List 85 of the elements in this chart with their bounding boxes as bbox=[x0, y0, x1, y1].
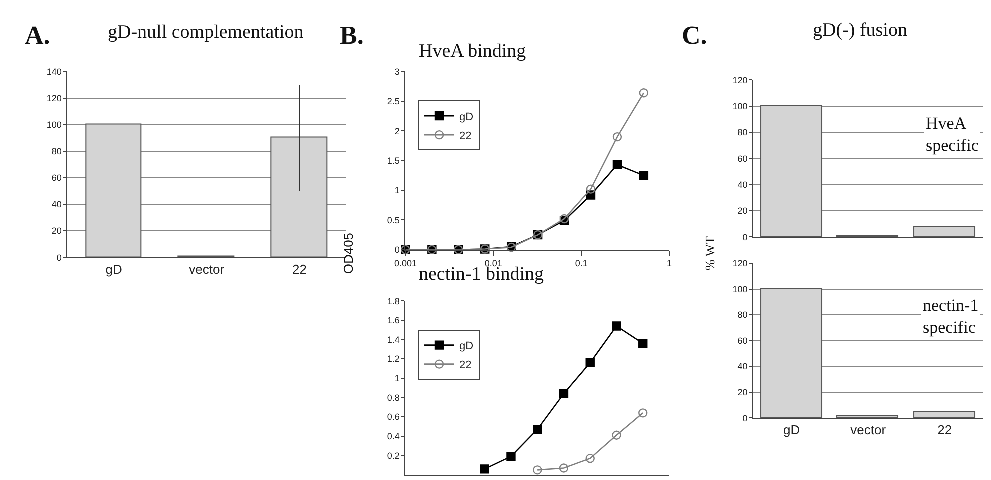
y-tick-label: 20 bbox=[52, 226, 62, 236]
y-tick-label: 60 bbox=[52, 173, 62, 184]
y-tick-label: 0.5 bbox=[387, 215, 400, 226]
y-tick-label: 0.2 bbox=[387, 450, 400, 461]
y-tick-label: 2 bbox=[394, 126, 400, 136]
point bbox=[533, 466, 542, 475]
y-tick-label: 0 bbox=[56, 252, 62, 263]
point bbox=[586, 184, 596, 194]
point bbox=[612, 160, 622, 170]
y-tick-label: 1.6 bbox=[387, 316, 400, 326]
y-tick-label: 3 bbox=[394, 66, 400, 77]
x-tick-label: 0.001 bbox=[394, 258, 417, 269]
x-tick-label: 0.1 bbox=[575, 258, 588, 269]
y-tick-label: 40 bbox=[738, 362, 748, 372]
bar bbox=[836, 416, 899, 418]
y-tick-label: 1.4 bbox=[387, 334, 400, 345]
legend-label: 22 bbox=[460, 360, 472, 372]
point bbox=[586, 358, 595, 368]
bar bbox=[914, 412, 976, 418]
y-tick-label: 120 bbox=[46, 93, 62, 104]
y-tick-label: 1 bbox=[394, 186, 400, 196]
y-axis-title: OD405 bbox=[340, 232, 356, 274]
y-tick-label: 0 bbox=[394, 245, 400, 256]
point bbox=[612, 322, 622, 331]
y-tick-label: 60 bbox=[738, 336, 748, 346]
bar bbox=[760, 288, 823, 418]
y-tick-label: 0.6 bbox=[387, 412, 400, 422]
y-tick-label: 40 bbox=[738, 180, 748, 190]
x-tick-label: gD bbox=[783, 422, 800, 438]
y-tick-label: 140 bbox=[46, 66, 62, 77]
legend-label: gD bbox=[460, 111, 474, 124]
y-tick-label: 1.8 bbox=[387, 296, 400, 306]
x-tick-label: 22 bbox=[292, 262, 307, 278]
point bbox=[559, 464, 569, 473]
point bbox=[638, 339, 648, 348]
x-tick-label: vector bbox=[850, 422, 887, 438]
point bbox=[612, 132, 622, 142]
annotation: nectin-1 specific bbox=[923, 296, 979, 338]
y-tick-label: 100 bbox=[46, 120, 62, 130]
y-tick-label: 80 bbox=[738, 128, 748, 138]
y-tick-label: 0.8 bbox=[387, 392, 400, 403]
y-tick-label: 2.5 bbox=[387, 96, 400, 107]
y-tick-label: 60 bbox=[738, 154, 748, 164]
chart-title: gD(-) fusion bbox=[813, 20, 908, 41]
y-axis-title: % WT bbox=[702, 236, 718, 271]
point bbox=[480, 464, 490, 474]
y-tick-label: 20 bbox=[738, 388, 748, 398]
point bbox=[639, 88, 649, 98]
bar bbox=[760, 105, 823, 238]
chart-title: gD-null complementation bbox=[108, 22, 304, 43]
bar bbox=[270, 136, 328, 258]
point bbox=[638, 408, 648, 418]
x-tick-label: 1 bbox=[666, 258, 672, 269]
annotation: HveA specific bbox=[926, 114, 980, 156]
y-tick-label: 0 bbox=[742, 413, 748, 424]
y-tick-label: 0.4 bbox=[387, 432, 400, 442]
y-tick-label: 100 bbox=[732, 102, 748, 112]
point bbox=[506, 452, 516, 462]
point bbox=[612, 430, 622, 440]
point bbox=[559, 389, 569, 398]
chart-title: HveA binding bbox=[419, 41, 527, 62]
legend-label: 22 bbox=[460, 130, 472, 142]
y-tick-label: 1.5 bbox=[387, 156, 400, 166]
bar bbox=[914, 226, 976, 238]
y-tick-label: 80 bbox=[738, 310, 748, 320]
y-tick-label: 80 bbox=[52, 146, 62, 157]
y-tick-label: 120 bbox=[732, 258, 748, 269]
text: A. bbox=[25, 21, 50, 50]
x-tick-label: vector bbox=[189, 262, 226, 278]
point bbox=[586, 454, 595, 464]
y-tick-label: 40 bbox=[52, 200, 62, 210]
x-tick-label: 22 bbox=[938, 422, 952, 438]
bar bbox=[86, 124, 142, 258]
y-tick-label: 100 bbox=[732, 284, 748, 294]
x-tick-label: gD bbox=[106, 262, 122, 278]
y-tick-label: 1 bbox=[394, 374, 400, 384]
point bbox=[533, 424, 542, 434]
text: B. bbox=[340, 21, 364, 50]
legend-label: gD bbox=[460, 340, 474, 353]
text: C. bbox=[682, 21, 708, 50]
y-tick-label: 20 bbox=[738, 206, 748, 216]
y-tick-label: 120 bbox=[732, 75, 748, 86]
y-tick-label: 1.2 bbox=[387, 354, 400, 364]
point bbox=[639, 171, 649, 180]
y-tick-label: 0 bbox=[742, 232, 748, 242]
